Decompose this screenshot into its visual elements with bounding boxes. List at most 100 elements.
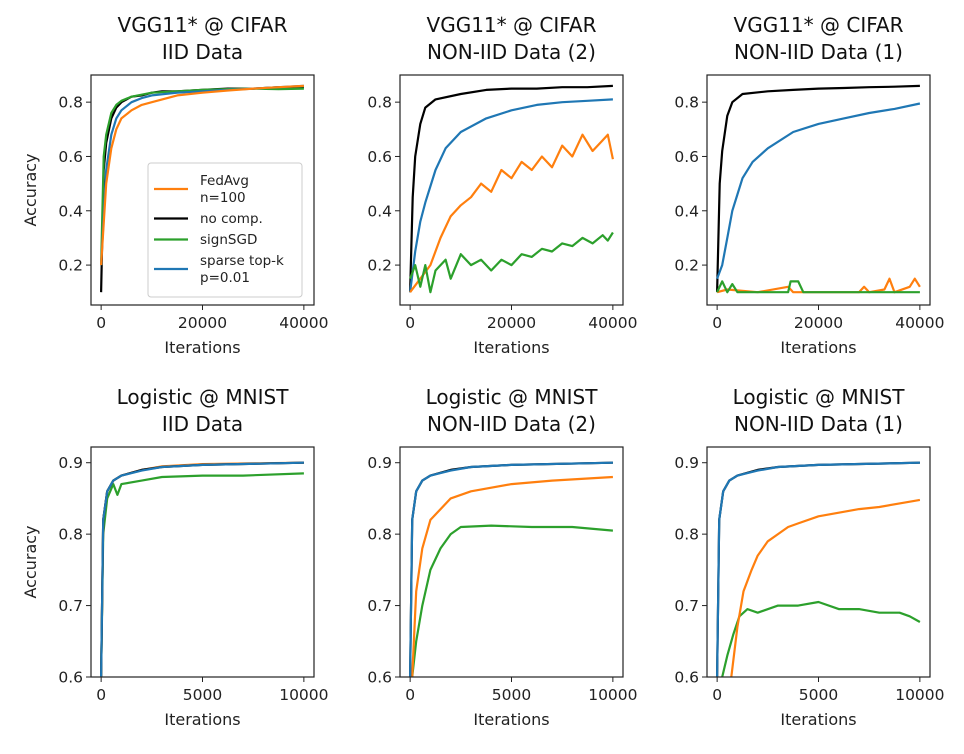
x-axis-label: Iterations [473, 710, 549, 729]
y-tick-label: 0.9 [367, 454, 392, 472]
series-line-signsgd [721, 600, 921, 677]
x-tick-label: 10000 [279, 686, 328, 704]
y-tick-label: 0.4 [674, 202, 699, 220]
series-line-signsgd [100, 472, 304, 677]
subplot-title-line: NON-IID Data (2) [427, 40, 596, 64]
x-tick-label: 40000 [588, 314, 637, 332]
series-line-sparse-top-k [716, 102, 921, 280]
subplot-title-line: VGG11* @ CIFAR [427, 13, 597, 37]
series-group [409, 84, 614, 294]
series-line-fedavg [716, 277, 921, 294]
x-tick-label: 0 [96, 314, 106, 332]
x-axis-label: Iterations [473, 338, 549, 357]
subplot-title-line: IID Data [162, 40, 243, 64]
y-axis-label: Accuracy [21, 153, 40, 226]
series-line-no-comp [409, 461, 613, 677]
series-line-fedavg [411, 475, 613, 677]
subplot-2: VGG11* @ CIFAR NON-IID Data (2) 0 20000 4000… [367, 13, 637, 357]
x-tick-label: 5000 [799, 686, 838, 704]
subplot-title-line: NON-IID Data (2) [427, 412, 596, 436]
legend-label: n=100 [200, 190, 246, 206]
series-line-fedavg [100, 84, 304, 266]
legend-label: sparse top-k [200, 253, 284, 269]
series-group [716, 461, 921, 677]
series-group [716, 84, 921, 294]
y-tick-label: 0.2 [367, 257, 392, 275]
x-axis-label: Iterations [164, 338, 240, 357]
series-line-no-comp [716, 84, 920, 293]
series-line-no-comp [100, 461, 304, 677]
x-axis-label: Iterations [780, 338, 856, 357]
y-tick-label: 0.8 [674, 94, 699, 112]
x-tick-label: 5000 [492, 686, 531, 704]
x-tick-label: 0 [405, 686, 415, 704]
legend-label: no comp. [200, 211, 263, 227]
y-tick-label: 0.8 [58, 526, 83, 544]
y-tick-label: 0.6 [58, 148, 83, 166]
x-axis-label: Iterations [164, 710, 240, 729]
legend-label: FedAvg [200, 173, 249, 189]
subplot-title-line: IID Data [162, 412, 243, 436]
x-tick-label: 0 [712, 686, 722, 704]
x-axis-label: Iterations [780, 710, 856, 729]
axes-frame [90, 446, 315, 678]
y-tick-label: 0.4 [367, 202, 392, 220]
x-tick-label: 0 [712, 314, 722, 332]
x-tick-label: 5000 [183, 686, 222, 704]
y-tick-label: 0.7 [367, 597, 392, 615]
x-tick-label: 20000 [487, 314, 536, 332]
x-tick-label: 20000 [794, 314, 843, 332]
series-line-no-comp [409, 84, 613, 293]
y-tick-label: 0.8 [58, 94, 83, 112]
series-line-sparse-top-k [100, 461, 304, 677]
x-tick-label: 0 [405, 314, 415, 332]
series-line-sparse-top-k [409, 461, 613, 677]
series-line-fedavg [100, 461, 304, 677]
y-tick-label: 0.2 [674, 257, 699, 275]
y-tick-label: 0.9 [674, 454, 699, 472]
y-tick-label: 0.8 [367, 94, 392, 112]
x-tick-label: 10000 [895, 686, 944, 704]
series-line-no-comp [716, 461, 920, 677]
x-tick-label: 40000 [279, 314, 328, 332]
series-group [100, 461, 304, 677]
subplot-3: VGG11* @ CIFAR NON-IID Data (1) 0 20000 4000… [674, 13, 944, 357]
axes-frame [706, 446, 931, 678]
y-tick-label: 0.8 [367, 526, 392, 544]
series-line-signsgd [716, 280, 920, 294]
y-tick-label: 0.6 [674, 148, 699, 166]
legend-box [147, 162, 303, 298]
series-line-signsgd [411, 524, 613, 677]
y-tick-label: 0.7 [674, 597, 699, 615]
y-tick-label: 0.6 [367, 148, 392, 166]
y-axis-label: Accuracy [21, 525, 40, 598]
subplot-title-line: NON-IID Data (1) [734, 40, 903, 64]
y-tick-label: 0.7 [58, 597, 83, 615]
subplot-title-line: VGG11* @ CIFAR [118, 13, 288, 37]
series-line-fedavg [730, 498, 921, 677]
subplot-5: Logistic @ MNIST NON-IID Data (2) 0 5000 100… [367, 385, 637, 729]
subplot-4: Logistic @ MNIST IID Data 0 5000 10000 0.6 0.7… [21, 385, 329, 729]
x-tick-label: 40000 [895, 314, 944, 332]
subplot-6: Logistic @ MNIST NON-IID Data (1) 0 5000 100… [674, 385, 944, 729]
y-tick-label: 0.8 [674, 526, 699, 544]
y-tick-label: 0.2 [58, 257, 83, 275]
legend-label: signSGD [200, 232, 257, 248]
series-line-sparse-top-k [409, 98, 613, 293]
subplot-title-line: NON-IID Data (1) [734, 412, 903, 436]
series-line-sparse-top-k [716, 461, 920, 677]
y-tick-label: 0.6 [58, 669, 83, 687]
y-tick-label: 0.6 [367, 669, 392, 687]
y-tick-label: 0.4 [58, 202, 83, 220]
subplot-title-line: Logistic @ MNIST [426, 385, 599, 409]
series-group [409, 461, 613, 677]
series-group [100, 84, 304, 293]
series-line-fedavg [409, 133, 614, 293]
subplot-title-line: Logistic @ MNIST [117, 385, 290, 409]
subplot-1: VGG11* @ CIFAR IID Data 0 20000 40000 0.2 0.4 0… [21, 13, 329, 357]
subplot-title-line: Logistic @ MNIST [733, 385, 906, 409]
legend-label: p=0.01 [200, 270, 250, 286]
y-tick-label: 0.6 [674, 669, 699, 687]
